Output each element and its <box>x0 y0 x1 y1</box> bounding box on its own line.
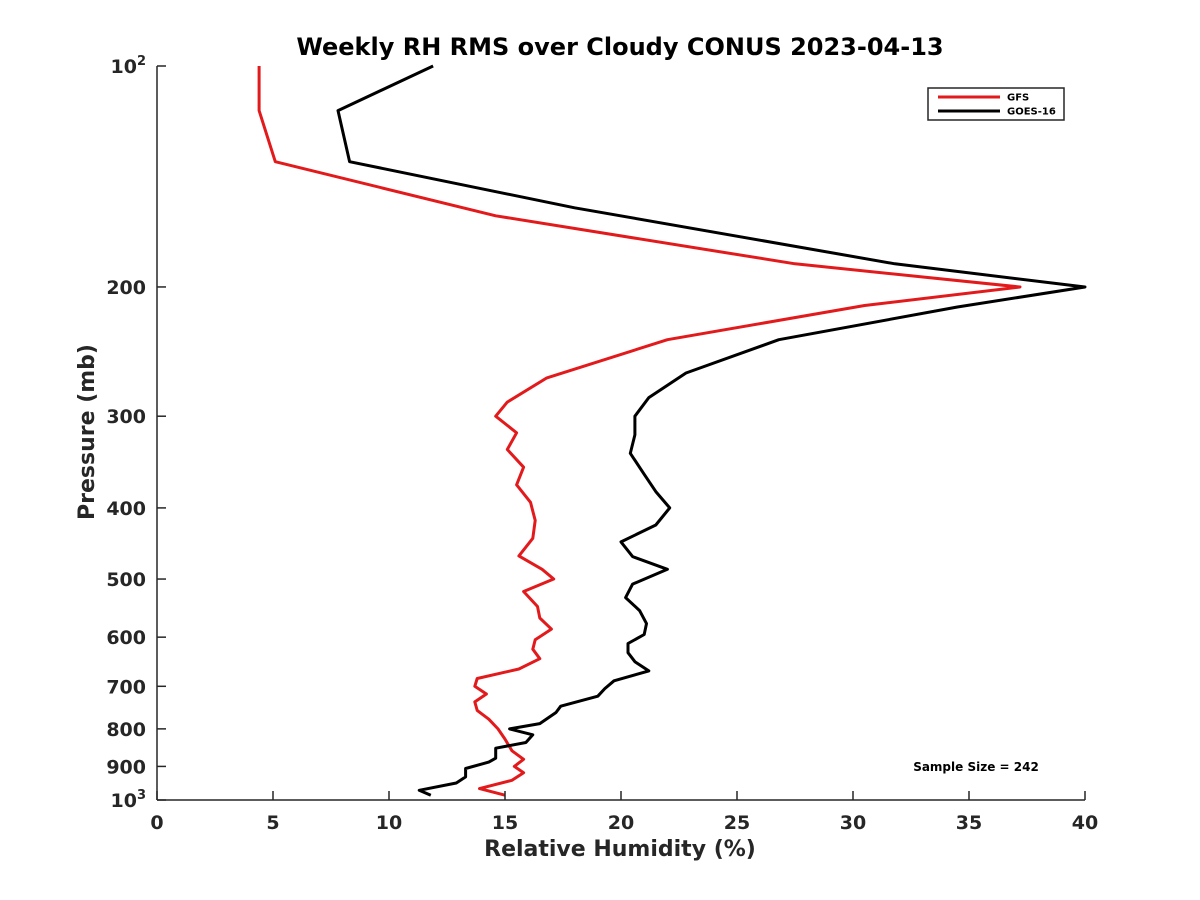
y-axis-label: Pressure (mb) <box>75 344 100 520</box>
series-line-goes-16 <box>336 64 1087 797</box>
x-tick-label: 25 <box>724 812 750 834</box>
x-axis-label: Relative Humidity (%) <box>484 837 756 862</box>
y-tick-label: 600 <box>106 627 146 649</box>
x-tick-label: 0 <box>150 812 163 834</box>
y-tick-label: 700 <box>106 676 146 698</box>
legend-box <box>927 87 1065 121</box>
plot-lines <box>257 64 1087 797</box>
x-tick-label: 10 <box>376 812 402 834</box>
axes: 0 5 10 15 20 25 30 35 40 102 200 300 400 500 600 700 800… <box>106 54 1098 834</box>
y-tick-label: 400 <box>106 498 146 520</box>
legend: GFS GOES-16 <box>927 87 1065 121</box>
legend-entry-label: GFS <box>1007 93 1029 104</box>
x-tick-label: 35 <box>956 812 982 834</box>
sample-size-annotation: Sample Size = 242 <box>913 760 1039 774</box>
y-tick-label: 300 <box>106 406 146 428</box>
series-line-gfs <box>257 66 1022 797</box>
y-tick-label: 200 <box>106 277 146 299</box>
legend-entry-label: GOES-16 <box>1007 107 1056 118</box>
y-tick-label: 102 <box>111 54 147 78</box>
y-tick-label: 103 <box>111 788 147 812</box>
x-tick-label: 20 <box>608 812 634 834</box>
x-tick-label: 40 <box>1072 812 1098 834</box>
x-tick-label: 30 <box>840 812 866 834</box>
y-tick-label: 500 <box>106 569 146 591</box>
y-tick-label: 900 <box>106 756 146 778</box>
x-tick-label: 15 <box>492 812 518 834</box>
x-tick-label: 5 <box>266 812 279 834</box>
chart-title: Weekly RH RMS over Cloudy CONUS 2023-04-… <box>296 33 943 61</box>
y-tick-label: 800 <box>106 719 146 741</box>
